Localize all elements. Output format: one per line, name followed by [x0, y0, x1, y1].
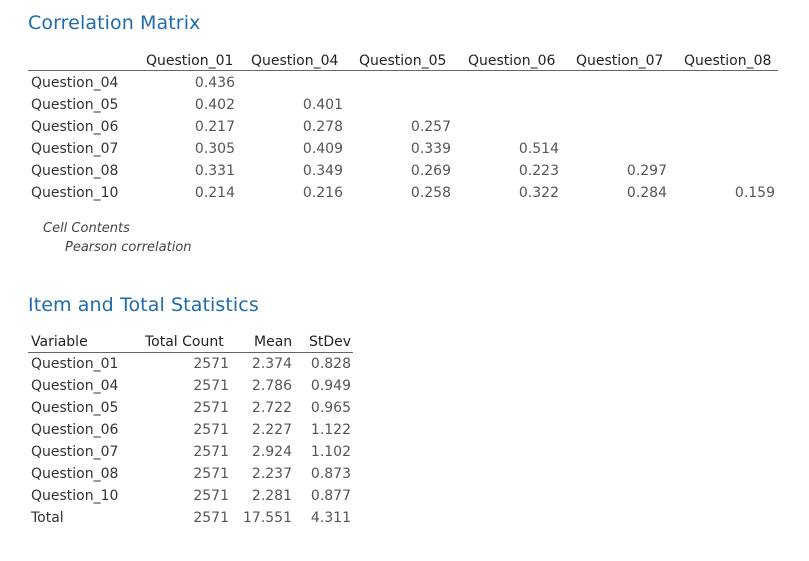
correlation-row: Question_08 0.331 0.349 0.269 0.223 0.297 [0, 163, 800, 185]
item-stats-title: Item and Total Statistics [28, 294, 259, 316]
stats-mean-cell: 2.722 [251, 400, 292, 416]
row-label: Question_05 [31, 97, 119, 113]
correlation-cell: 0.331 [194, 163, 235, 179]
correlation-cell: 0.409 [302, 141, 343, 157]
stats-stdev-cell: 0.949 [310, 378, 351, 394]
correlation-cell: 0.401 [302, 97, 343, 113]
correlation-row: Question_07 0.305 0.409 0.339 0.514 [0, 141, 800, 163]
correlation-cell: 0.514 [518, 141, 559, 157]
correlation-cell: 0.402 [194, 97, 235, 113]
stats-count-cell: 2571 [193, 400, 229, 416]
variable-label: Question_08 [31, 466, 119, 482]
corr-col-header: Question_06 [468, 53, 556, 69]
variable-label: Question_04 [31, 378, 119, 394]
variable-label: Question_01 [31, 356, 119, 372]
correlation-cell: 0.436 [194, 75, 235, 91]
correlation-cell: 0.159 [734, 185, 775, 201]
row-label: Question_10 [31, 185, 119, 201]
stats-stdev-cell: 1.102 [310, 444, 351, 460]
corr-col-header: Question_07 [576, 53, 664, 69]
stats-row: Question_08 2571 2.237 0.873 [0, 466, 800, 488]
stats-stdev-cell: 0.877 [310, 488, 351, 504]
correlation-cell: 0.258 [410, 185, 451, 201]
stats-mean-cell: 2.924 [251, 444, 292, 460]
stats-count-cell: 2571 [193, 488, 229, 504]
correlation-cell: 0.223 [518, 163, 559, 179]
correlation-cell: 0.349 [302, 163, 343, 179]
correlation-cell: 0.278 [302, 119, 343, 135]
row-label: Question_06 [31, 119, 119, 135]
correlation-cell: 0.339 [410, 141, 451, 157]
correlation-row: Question_05 0.402 0.401 [0, 97, 800, 119]
correlation-row: Question_10 0.214 0.216 0.258 0.322 0.284 0.15… [0, 185, 800, 207]
stat-col-header: Variable [31, 334, 88, 350]
stats-count-cell: 2571 [193, 510, 229, 526]
row-label: Question_04 [31, 75, 119, 91]
stats-stdev-cell: 0.828 [310, 356, 351, 372]
item-stats-header: Variable Total Count Mean StDev [28, 334, 353, 353]
correlation-cell: 0.305 [194, 141, 235, 157]
stats-row: Total 2571 17.551 4.311 [0, 510, 800, 532]
stats-row: Question_10 2571 2.281 0.877 [0, 488, 800, 510]
stats-row: Question_04 2571 2.786 0.949 [0, 378, 800, 400]
correlation-title: Correlation Matrix [28, 12, 201, 34]
correlation-row: Question_06 0.217 0.278 0.257 [0, 119, 800, 141]
row-label: Question_07 [31, 141, 119, 157]
correlation-cell: 0.297 [626, 163, 667, 179]
stats-stdev-cell: 0.965 [310, 400, 351, 416]
correlation-cell: 0.214 [194, 185, 235, 201]
stats-row: Question_01 2571 2.374 0.828 [0, 356, 800, 378]
stats-stdev-cell: 0.873 [310, 466, 351, 482]
variable-label: Question_06 [31, 422, 119, 438]
stats-count-cell: 2571 [193, 466, 229, 482]
stats-row: Question_07 2571 2.924 1.102 [0, 444, 800, 466]
stats-count-cell: 2571 [193, 356, 229, 372]
stats-mean-cell: 17.551 [243, 510, 292, 526]
variable-label: Question_10 [31, 488, 119, 504]
stat-col-header: StDev [309, 334, 352, 350]
corr-col-header: Question_01 [146, 53, 234, 69]
stats-mean-cell: 2.237 [251, 466, 292, 482]
stats-mean-cell: 2.281 [251, 488, 292, 504]
corr-col-header: Question_05 [359, 53, 447, 69]
variable-label: Question_07 [31, 444, 119, 460]
stats-row: Question_05 2571 2.722 0.965 [0, 400, 800, 422]
stats-row: Question_06 2571 2.227 1.122 [0, 422, 800, 444]
stats-stdev-cell: 4.311 [310, 510, 351, 526]
stats-stdev-cell: 1.122 [310, 422, 351, 438]
cell-contents-label: Cell Contents [43, 221, 130, 236]
correlation-cell: 0.257 [410, 119, 451, 135]
row-label: Question_08 [31, 163, 119, 179]
stat-col-header: Mean [254, 334, 293, 350]
corr-col-header: Question_08 [684, 53, 772, 69]
correlation-cell: 0.217 [194, 119, 235, 135]
correlation-row: Question_04 0.436 [0, 75, 800, 97]
correlation-header: Question_01 Question_04 Question_05 Ques… [28, 53, 778, 71]
correlation-cell: 0.322 [518, 185, 559, 201]
stats-count-cell: 2571 [193, 422, 229, 438]
variable-label: Question_05 [31, 400, 119, 416]
stats-mean-cell: 2.227 [251, 422, 292, 438]
stats-count-cell: 2571 [193, 444, 229, 460]
stats-mean-cell: 2.786 [251, 378, 292, 394]
correlation-cell: 0.216 [302, 185, 343, 201]
stats-count-cell: 2571 [193, 378, 229, 394]
stats-mean-cell: 2.374 [251, 356, 292, 372]
correlation-cell: 0.269 [410, 163, 451, 179]
cell-contents-value: Pearson correlation [65, 240, 192, 255]
corr-col-header: Question_04 [251, 53, 339, 69]
variable-label: Total [31, 510, 64, 526]
stat-col-header: Total Count [145, 334, 224, 350]
correlation-cell: 0.284 [626, 185, 667, 201]
